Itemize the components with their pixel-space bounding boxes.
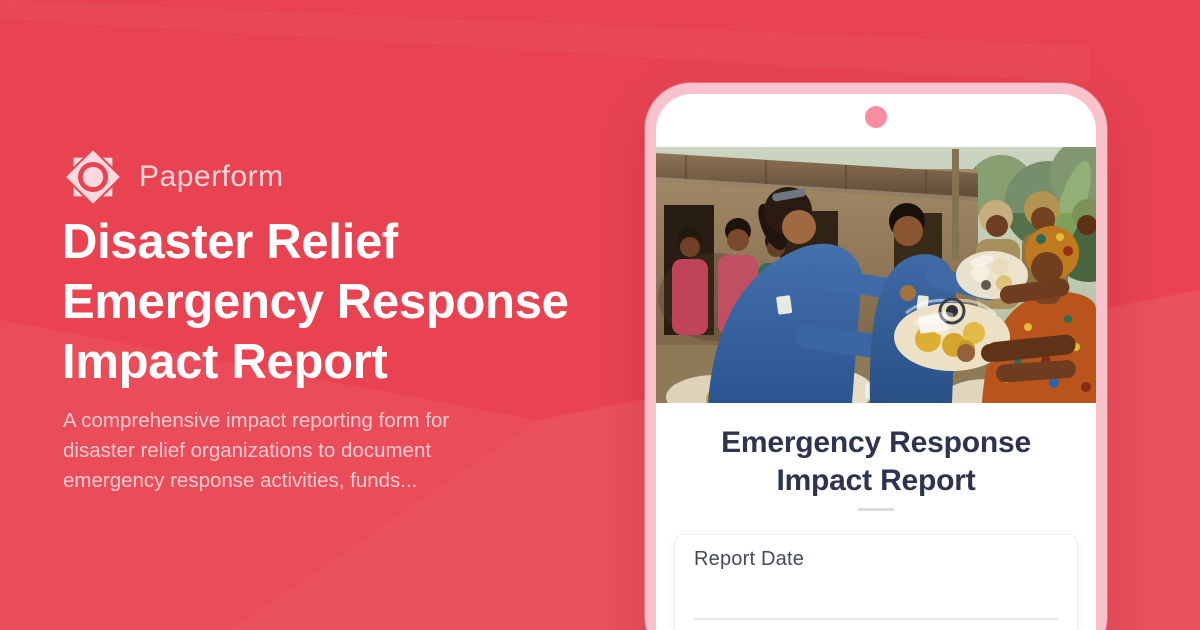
aid-distribution-photo — [656, 147, 1096, 403]
page-description: A comprehensive impact reporting form fo… — [63, 406, 449, 496]
report-date-label: Report Date — [694, 548, 805, 570]
description-line-1: A comprehensive impact reporting form fo… — [63, 409, 450, 432]
hero-photo-illustration — [656, 147, 1096, 403]
photo-crowd-left — [658, 218, 791, 341]
paperform-wordmark: Paperform — [139, 160, 284, 193]
paperform-logo: Paperform — [62, 146, 284, 208]
description-line-3: emergency response activities, funds... — [63, 469, 418, 492]
camera-dot — [865, 106, 887, 128]
title-line-3: Impact Report — [62, 335, 388, 389]
form-title: Emergency Response Impact Report — [656, 424, 1096, 500]
question-card: Report Date — [674, 534, 1078, 630]
report-date-input[interactable] — [694, 618, 1058, 620]
photo-aid-packages — [894, 251, 1076, 383]
form-title-line-2: Impact Report — [776, 464, 976, 497]
description-line-2: disaster relief organizations to documen… — [63, 439, 432, 462]
paperform-logo-icon — [63, 147, 123, 207]
phone-screen: Emergency Response Impact Report Report … — [656, 94, 1096, 630]
form-title-line-1: Emergency Response — [721, 426, 1031, 459]
form-title-divider — [858, 508, 894, 511]
title-line-2: Emergency Response — [62, 275, 569, 329]
title-line-1: Disaster Relief — [62, 215, 398, 269]
page-title: Disaster Relief Emergency Response Impac… — [62, 212, 569, 392]
phone-mockup: Emergency Response Impact Report Report … — [645, 83, 1107, 630]
